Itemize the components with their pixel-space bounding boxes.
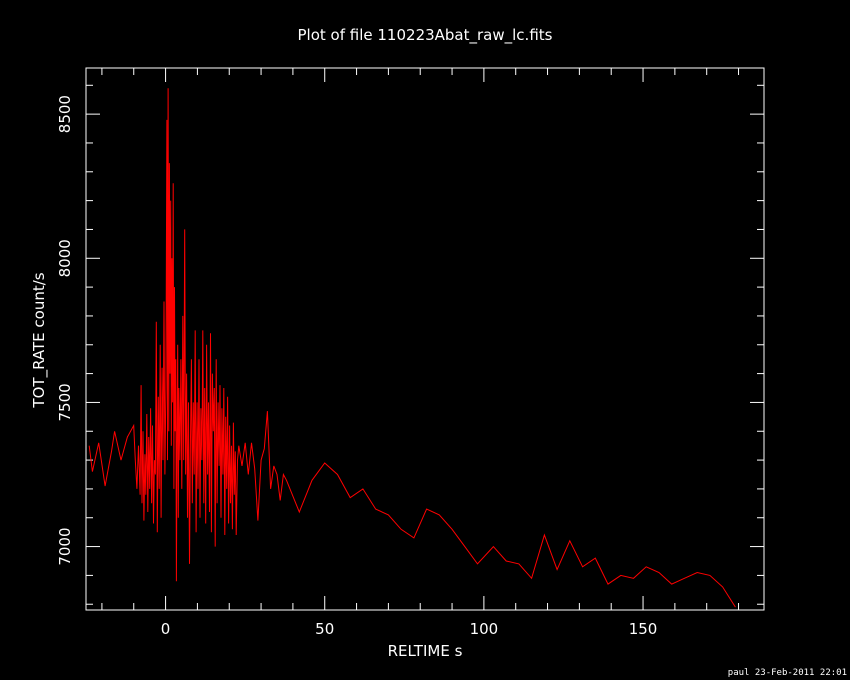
y-tick-label: 8000 (56, 239, 74, 277)
x-tick-label: 0 (161, 620, 171, 638)
x-tick-label: 50 (315, 620, 334, 638)
x-tick-label: 100 (470, 620, 499, 638)
footer-timestamp: paul 23-Feb-2011 22:01 (727, 668, 847, 678)
y-tick-label: 8500 (56, 95, 74, 133)
plot-frame (85, 67, 765, 611)
y-axis-ticks: 7000 7500 8000 8500 (56, 84, 764, 605)
x-tick-label: 150 (629, 620, 658, 638)
x-axis-ticks: 0 50 100 150 (101, 68, 740, 638)
series-line-0 (88, 88, 736, 608)
y-tick-label: 7000 (56, 527, 74, 565)
y-axis-label: TOT_RATE count/s (30, 272, 49, 408)
y-tick-label: 7500 (56, 383, 74, 421)
chart-title: Plot of file 110223Abat_raw_lc.fits (298, 26, 553, 45)
series-layer (88, 88, 736, 608)
x-axis-label: RELTIME s (388, 642, 463, 660)
